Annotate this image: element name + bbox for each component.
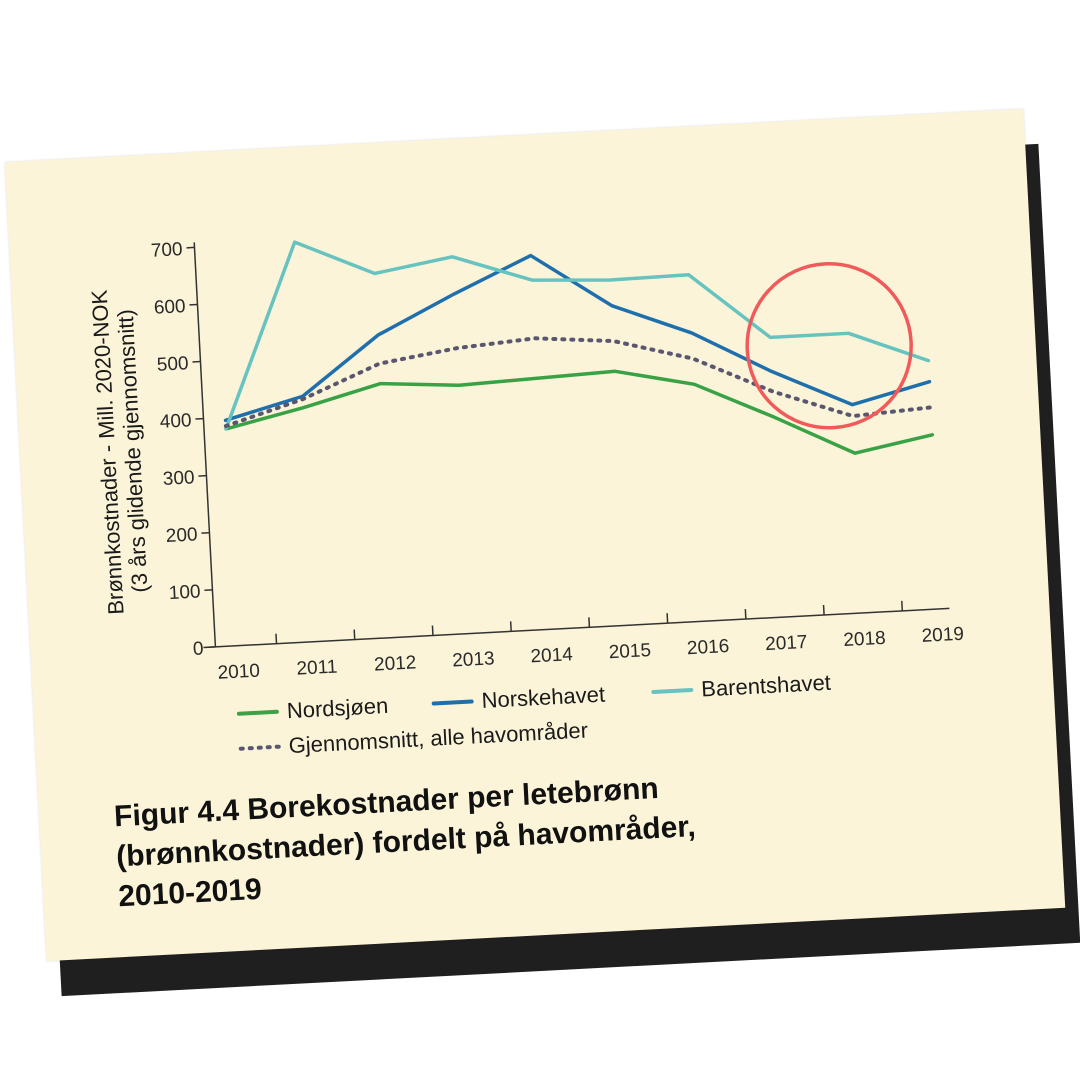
x-tick [431, 625, 434, 636]
x-tick [744, 609, 747, 620]
legend-swatch-1 [431, 699, 474, 706]
tick-labels: 0 100 200 300 400 500 600 700 2010 2011 2012 2013 20… [150, 239, 964, 684]
x-tick-label: 2017 [765, 632, 808, 655]
y-tick-label: 100 [168, 581, 201, 604]
legend-label-0: Nordsjøen [286, 693, 389, 723]
axes [186, 242, 950, 649]
highlight-circle [745, 262, 913, 430]
line-chart: Brønnkostnader - Mill. 2020-NOK (3 års g… [87, 239, 965, 759]
x-tick [901, 600, 904, 611]
y-tick-label: 500 [156, 353, 189, 376]
y-axis-label: Brønnkostnader - Mill. 2020-NOK (3 års g… [87, 289, 153, 615]
series-line-0 [224, 369, 935, 455]
x-tick [588, 617, 591, 628]
x-tick-label: 2010 [217, 661, 260, 684]
x-tick-label: 2013 [452, 648, 495, 671]
series-line-2 [224, 240, 931, 431]
legend-label-1: Norskehavet [481, 682, 606, 713]
y-axis-line [193, 242, 217, 647]
x-tick-label: 2011 [296, 657, 338, 680]
series-line-3 [223, 336, 933, 429]
legend-swatch-0 [236, 709, 279, 716]
legend-swatch-3 [238, 744, 281, 751]
y-tick-label: 600 [153, 296, 186, 319]
figure-card: Brønnkostnader - Mill. 2020-NOK (3 års g… [4, 108, 1066, 962]
x-tick-label: 2014 [530, 644, 574, 667]
y-tick-label: 0 [192, 639, 204, 661]
y-tick-label: 700 [150, 239, 183, 262]
x-tick-label: 2015 [608, 640, 651, 663]
x-tick [666, 613, 669, 624]
legend-swatch-2 [651, 688, 694, 695]
x-axis-line [203, 607, 950, 649]
annotation [745, 262, 913, 430]
x-tick-label: 2012 [374, 652, 417, 675]
series-lines [223, 240, 935, 455]
x-tick-label: 2019 [921, 624, 964, 647]
legend: Nordsjøen Norskehavet Barentshavet Gjennoms… [236, 670, 832, 759]
x-tick [275, 633, 278, 644]
x-tick [353, 629, 356, 640]
x-tick-label: 2016 [686, 636, 729, 659]
y-tick-label: 400 [159, 410, 192, 433]
x-tick [822, 604, 825, 616]
y-tick-label: 300 [162, 467, 195, 490]
legend-label-3: Gjennomsnitt, alle havområder [288, 718, 588, 759]
y-tick-label: 200 [165, 524, 198, 547]
x-tick-label: 2018 [843, 628, 886, 651]
x-tick [509, 621, 512, 632]
legend-label-2: Barentshavet [701, 670, 832, 702]
